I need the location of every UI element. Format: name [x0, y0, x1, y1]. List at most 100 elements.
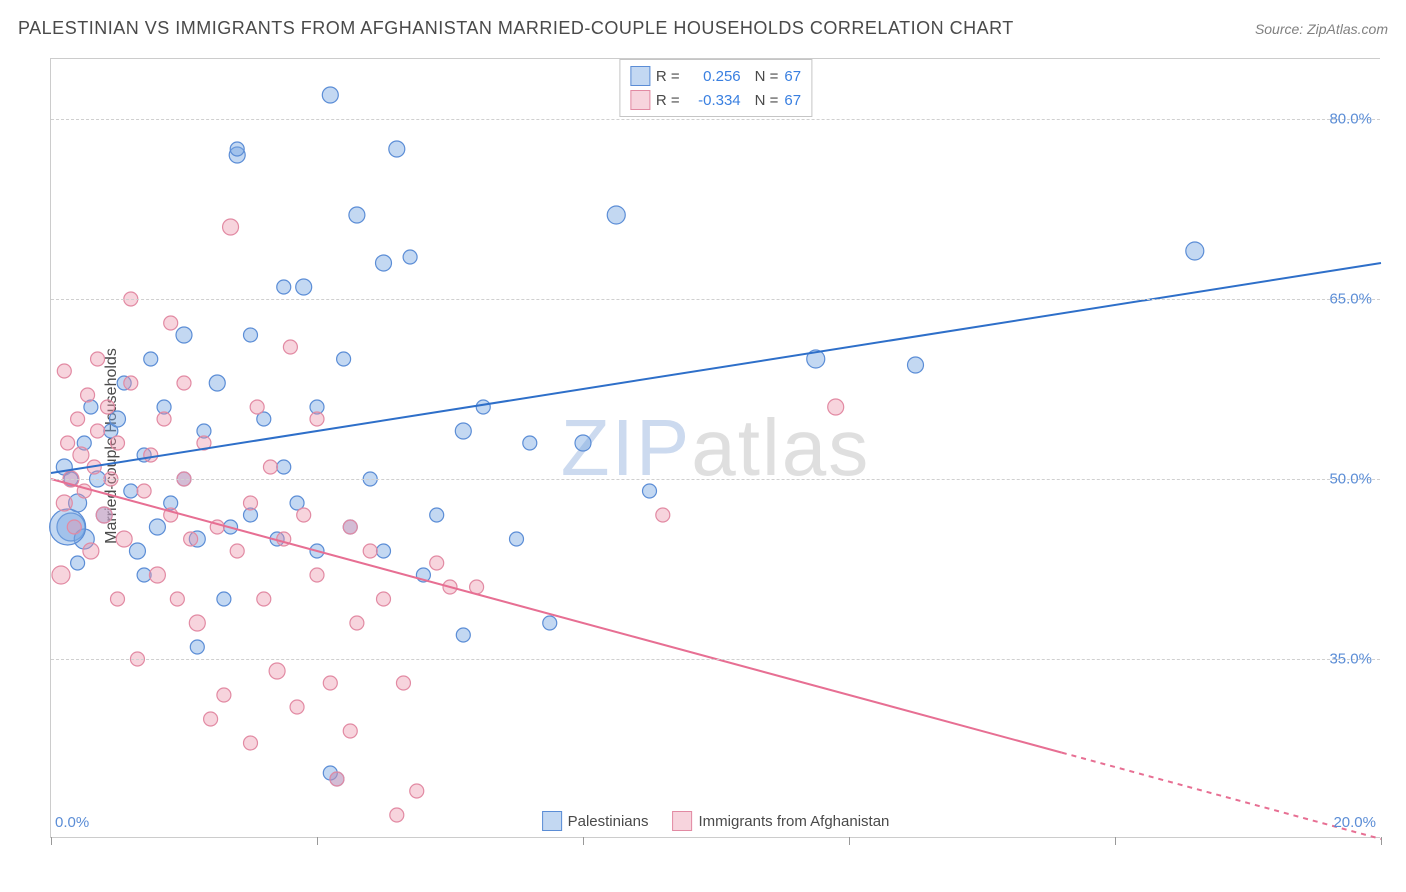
data-point [244, 328, 258, 342]
n-value-1: 67 [784, 68, 801, 85]
x-tick [1115, 837, 1116, 845]
data-point [523, 436, 537, 450]
data-point [144, 448, 158, 462]
data-point [101, 400, 115, 414]
data-point [111, 436, 125, 450]
data-point [190, 640, 204, 654]
gridline [51, 479, 1380, 480]
data-point [91, 424, 105, 438]
data-point [111, 592, 125, 606]
data-point [510, 532, 524, 546]
swatch-series-2 [630, 90, 650, 110]
x-tick-label: 20.0% [1333, 814, 1376, 831]
data-point [81, 388, 95, 402]
data-point [330, 772, 344, 786]
data-point [607, 206, 625, 224]
data-point [71, 412, 85, 426]
r-label: R = [656, 68, 680, 85]
data-point [124, 376, 138, 390]
legend-item-1: Palestinians [542, 811, 649, 831]
correlation-row-2: R = -0.334 N = 67 [630, 88, 801, 112]
data-point [363, 544, 377, 558]
data-point [377, 544, 391, 558]
data-point [337, 352, 351, 366]
data-point [176, 327, 192, 343]
data-point [170, 592, 184, 606]
y-tick-label: 65.0% [1329, 291, 1372, 308]
chart-source: Source: ZipAtlas.com [1255, 21, 1388, 37]
data-point [456, 628, 470, 642]
data-point [217, 688, 231, 702]
n-value-2: 67 [784, 92, 801, 109]
data-point [908, 357, 924, 373]
data-point [67, 520, 81, 534]
series-legend: Palestinians Immigrants from Afghanistan [542, 811, 890, 831]
data-point [543, 616, 557, 630]
data-point [230, 142, 244, 156]
data-point [116, 531, 132, 547]
swatch-afghanistan [672, 811, 692, 831]
data-point [656, 508, 670, 522]
data-point [376, 255, 392, 271]
gridline [51, 119, 1380, 120]
correlation-legend: R = 0.256 N = 67 R = -0.334 N = 67 [619, 59, 812, 117]
data-point [377, 592, 391, 606]
data-point [244, 736, 258, 750]
data-point [217, 592, 231, 606]
legend-item-2: Immigrants from Afghanistan [672, 811, 889, 831]
r-label: R = [656, 92, 680, 109]
legend-label-2: Immigrants from Afghanistan [698, 813, 889, 830]
data-point [73, 447, 89, 463]
data-point [269, 663, 285, 679]
data-point [1186, 242, 1204, 260]
data-point [144, 352, 158, 366]
data-point [61, 436, 75, 450]
data-point [430, 508, 444, 522]
data-point [110, 411, 126, 427]
data-point [310, 412, 324, 426]
data-point [157, 412, 171, 426]
data-point [91, 352, 105, 366]
data-point [396, 676, 410, 690]
correlation-row-1: R = 0.256 N = 67 [630, 64, 801, 88]
trend-line [51, 263, 1381, 473]
x-tick-label: 0.0% [55, 814, 89, 831]
data-point [57, 364, 71, 378]
data-point [389, 141, 405, 157]
data-point [149, 519, 165, 535]
data-point [310, 568, 324, 582]
data-point [349, 207, 365, 223]
data-point [430, 556, 444, 570]
data-point [343, 520, 357, 534]
data-point [322, 87, 338, 103]
x-tick [51, 837, 52, 845]
data-point [643, 484, 657, 498]
data-point [257, 592, 271, 606]
swatch-palestinians [542, 811, 562, 831]
data-point [189, 615, 205, 631]
x-tick [317, 837, 318, 845]
n-label: N = [755, 68, 779, 85]
chart-svg [51, 59, 1380, 837]
y-tick-label: 80.0% [1329, 111, 1372, 128]
data-point [52, 566, 70, 584]
x-tick [1381, 837, 1382, 845]
data-point [575, 435, 591, 451]
data-point [184, 532, 198, 546]
data-point [390, 808, 404, 822]
x-tick [583, 837, 584, 845]
data-point [71, 556, 85, 570]
data-point [137, 484, 151, 498]
chart-title: PALESTINIAN VS IMMIGRANTS FROM AFGHANIST… [18, 18, 1014, 39]
gridline [51, 299, 1380, 300]
data-point [129, 543, 145, 559]
data-point [297, 508, 311, 522]
y-tick-label: 50.0% [1329, 471, 1372, 488]
x-tick [849, 837, 850, 845]
data-point [56, 495, 72, 511]
data-point [164, 316, 178, 330]
y-tick-label: 35.0% [1329, 651, 1372, 668]
n-label: N = [755, 92, 779, 109]
data-point [204, 712, 218, 726]
data-point [149, 567, 165, 583]
